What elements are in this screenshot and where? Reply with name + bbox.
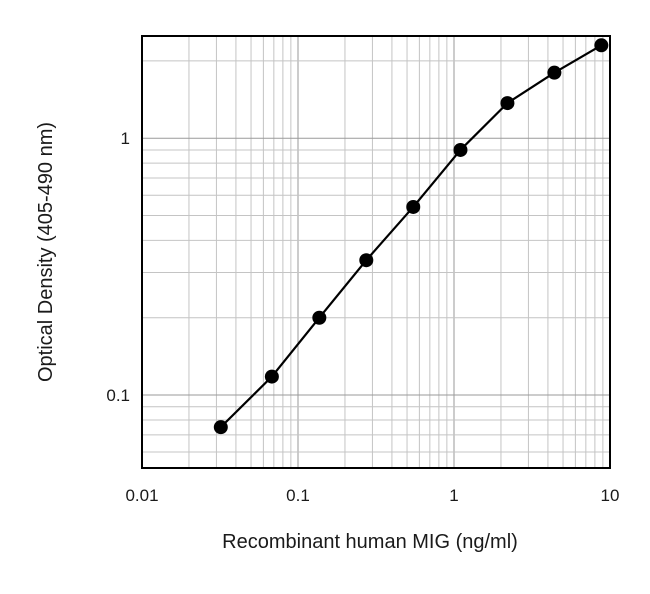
series-line (220, 44, 602, 428)
data-point (359, 253, 374, 268)
x-axis-label: Recombinant human MIG (ng/ml) (222, 531, 518, 553)
x-tick-labels: 0.01 0.1 1 10 (125, 486, 619, 505)
data-point (500, 96, 515, 111)
data-point (312, 310, 327, 325)
data-point (594, 38, 609, 53)
data-point (264, 369, 279, 384)
data-point (547, 65, 562, 80)
x-tick-label: 0.1 (286, 486, 310, 505)
plot-frame (141, 35, 611, 469)
y-tick-labels: 0.11 (106, 129, 130, 405)
y-axis-label: Optical Density (405-490 nm) (35, 122, 57, 382)
data-layer (213, 38, 609, 435)
data-point (213, 420, 228, 435)
x-tick-label: 1 (449, 486, 458, 505)
y-tick-label: 0.1 (106, 386, 130, 405)
y-tick-label: 1 (121, 129, 130, 148)
x-tick-label: 10 (601, 486, 620, 505)
data-point (453, 142, 468, 157)
x-tick-label: 0.01 (125, 486, 158, 505)
data-point (406, 199, 421, 214)
grid (142, 36, 610, 468)
